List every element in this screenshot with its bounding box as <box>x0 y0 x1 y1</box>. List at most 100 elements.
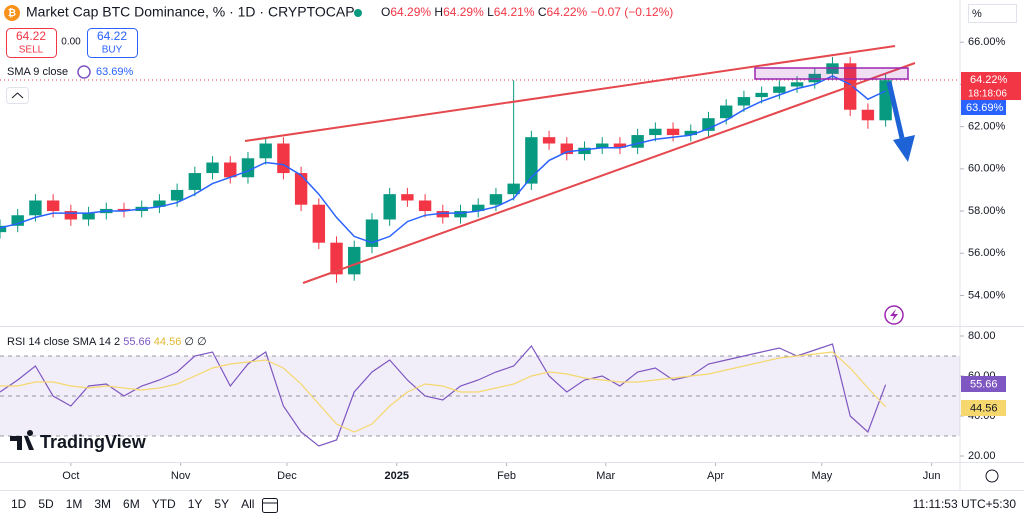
sma-line <box>0 75 886 244</box>
y-tick-label: 60.00% <box>968 163 1006 175</box>
series-line <box>0 351 887 433</box>
scale-mode[interactable] <box>968 4 1017 23</box>
ohlc-value: 64.29% <box>390 5 431 19</box>
chevron <box>11 92 24 99</box>
x-tick-label: 2025 <box>385 470 409 482</box>
candle-body <box>666 128 680 136</box>
sma-value: 63.69% <box>96 66 134 78</box>
range-button[interactable]: YTD <box>152 497 176 511</box>
range-button[interactable]: 1D <box>11 497 27 511</box>
ohlc-label: C <box>538 5 547 19</box>
btc-icon-glyph: ₿ <box>8 7 16 19</box>
rsi-sma-label-box <box>961 400 1006 416</box>
market-status <box>354 9 362 17</box>
ohlc-value: 64.21% <box>494 5 535 19</box>
rsi-extra: ∅ ∅ <box>184 336 206 348</box>
candle-body <box>790 82 804 87</box>
y-tick-label: 58.00% <box>968 205 1006 217</box>
range-button[interactable]: 1M <box>66 497 83 511</box>
candle-body <box>684 130 697 136</box>
range-button[interactable]: 3M <box>94 497 111 511</box>
resistance-box <box>754 67 909 80</box>
candle-body <box>808 73 821 83</box>
candle-body <box>383 194 396 220</box>
candle-body <box>224 162 237 178</box>
candle-body <box>277 143 290 174</box>
trendline-lower <box>302 62 916 284</box>
ohlc-value: 64.29% <box>443 5 484 19</box>
candle-body <box>64 211 78 220</box>
range-button[interactable]: 6M <box>123 497 140 511</box>
logo-mark <box>10 430 34 450</box>
range-button[interactable]: All <box>241 497 254 511</box>
arrow-shaft <box>886 81 905 139</box>
series-line <box>0 343 887 447</box>
rsi-axis-label: 55.66 <box>970 378 998 390</box>
candle-body <box>348 246 361 275</box>
candle-body <box>489 194 503 205</box>
rsi-sma-axis-label: 44.56 <box>970 402 998 414</box>
clock: 11:11:53 UTC+5:30 <box>913 497 1017 511</box>
trendline-upper <box>244 45 896 142</box>
buy-button[interactable] <box>87 28 138 58</box>
alert-icon[interactable] <box>884 305 904 325</box>
candle-body <box>330 242 343 275</box>
rsi-value: 55.66 <box>123 336 151 348</box>
candle-body <box>206 162 219 174</box>
range-button[interactable]: 5D <box>38 497 54 511</box>
indicator-icon[interactable] <box>77 65 91 79</box>
candle-body <box>188 173 202 190</box>
candle-body <box>29 200 42 216</box>
ohlc-value: 64.22% <box>547 5 588 19</box>
candle-body <box>82 213 95 220</box>
range-button[interactable]: 5Y <box>214 497 229 511</box>
calendar-icon[interactable] <box>262 498 278 513</box>
countdown: 18:18:06 <box>968 89 1007 100</box>
candle-body <box>117 208 131 212</box>
candle-body <box>773 86 786 93</box>
candle-body <box>365 219 379 247</box>
rsi-sma-name: SMA 14 2 <box>72 336 120 348</box>
candle-body <box>737 97 751 106</box>
y-tick-label: 56.00% <box>968 247 1006 259</box>
range-bar: 1D 5D 1M 3M 6M YTD 1Y 5Y All <box>11 497 254 511</box>
candle-body <box>312 204 326 243</box>
change: −0.07 (−0.12%) <box>591 5 674 19</box>
candle-body <box>153 200 166 207</box>
scale-mode-label: % <box>972 8 982 20</box>
ohlc: O64.29% H64.29% L64.21% C64.22% −0.07 (−… <box>381 5 673 19</box>
y-tick-label: 20.00 <box>968 450 996 462</box>
candle-body <box>560 143 573 155</box>
sma-legend[interactable]: SMA 9 close <box>7 66 68 78</box>
settings-icon[interactable] <box>985 469 999 483</box>
candle-body <box>401 194 414 201</box>
candle-body <box>259 143 272 159</box>
y-tick-label: 54.00% <box>968 289 1006 301</box>
candle-body <box>613 143 627 148</box>
candle-body <box>454 211 467 218</box>
alert-bolt <box>890 309 898 321</box>
sell-label: SELL <box>19 45 44 56</box>
candle-body <box>542 137 556 144</box>
candle-body <box>720 105 733 119</box>
x-tick-label: Oct <box>62 470 79 482</box>
y-tick-label: 80.00 <box>968 330 996 342</box>
ohlc-label: O <box>381 5 390 19</box>
x-tick-label: May <box>811 470 832 482</box>
x-tick-label: Dec <box>277 470 297 482</box>
range-button[interactable]: 1Y <box>188 497 203 511</box>
buy-label: BUY <box>102 45 123 56</box>
chart-title[interactable]: Market Cap BTC Dominance, % · 1D · CRYPT… <box>26 4 355 20</box>
x-tick-label: Feb <box>497 470 516 482</box>
candle-body <box>46 200 60 212</box>
price-label-box <box>961 72 1021 88</box>
candle-body <box>507 183 520 195</box>
candle-body <box>596 143 609 148</box>
rsi-legend[interactable]: RSI 14 close SMA 14 2 55.66 44.56 ∅ ∅ <box>7 336 207 348</box>
sell-button[interactable] <box>6 28 57 58</box>
candle-body <box>472 204 485 212</box>
y-tick-label: 66.00% <box>968 36 1006 48</box>
collapse-button[interactable] <box>6 87 29 104</box>
logo-text: TradingView <box>40 432 147 452</box>
